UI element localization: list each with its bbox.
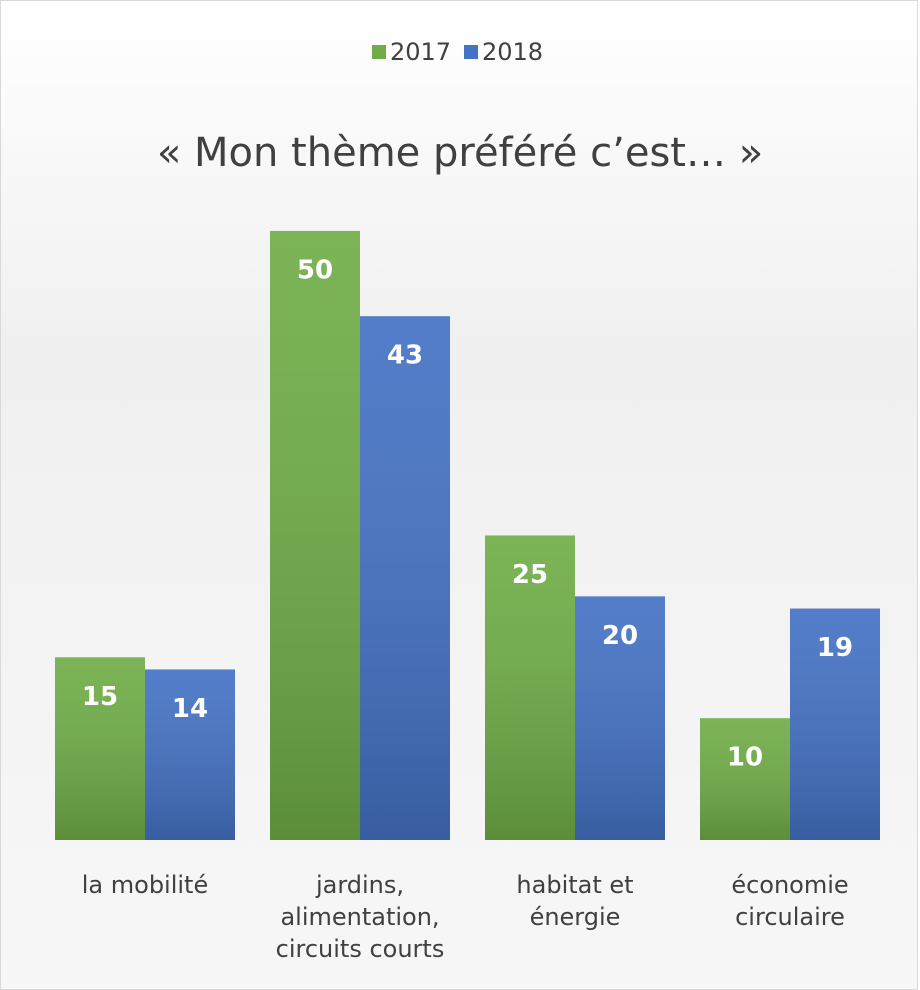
- bar-shade: [145, 669, 235, 840]
- data-label: 10: [727, 743, 763, 773]
- data-label: 15: [82, 682, 118, 712]
- data-label: 43: [387, 341, 423, 371]
- bar-shade: [485, 535, 575, 840]
- legend-label: 2017: [390, 38, 451, 66]
- data-label: 14: [172, 694, 208, 724]
- data-label: 19: [817, 633, 853, 663]
- chart-title: « Mon thème préféré c’est… »: [157, 130, 763, 176]
- bar-shade: [575, 596, 665, 840]
- bar-shade: [55, 657, 145, 840]
- data-label: 25: [512, 560, 548, 590]
- bar-shade: [360, 316, 450, 840]
- x-tick-label: la mobilité: [81, 871, 209, 899]
- legend-swatch: [372, 45, 386, 59]
- legend-swatch: [464, 45, 478, 59]
- x-tick-label: habitat et énergie: [516, 871, 634, 931]
- bar-shade: [790, 608, 880, 840]
- data-label: 50: [297, 255, 333, 285]
- legend-label: 2018: [482, 38, 543, 66]
- x-tick-label: jardins, alimentation, circuits courts: [275, 871, 445, 963]
- bar-shade: [700, 718, 790, 840]
- data-label: 20: [602, 621, 638, 651]
- bar-shade: [270, 230, 360, 841]
- x-tick-label: économie circulaire: [731, 871, 849, 931]
